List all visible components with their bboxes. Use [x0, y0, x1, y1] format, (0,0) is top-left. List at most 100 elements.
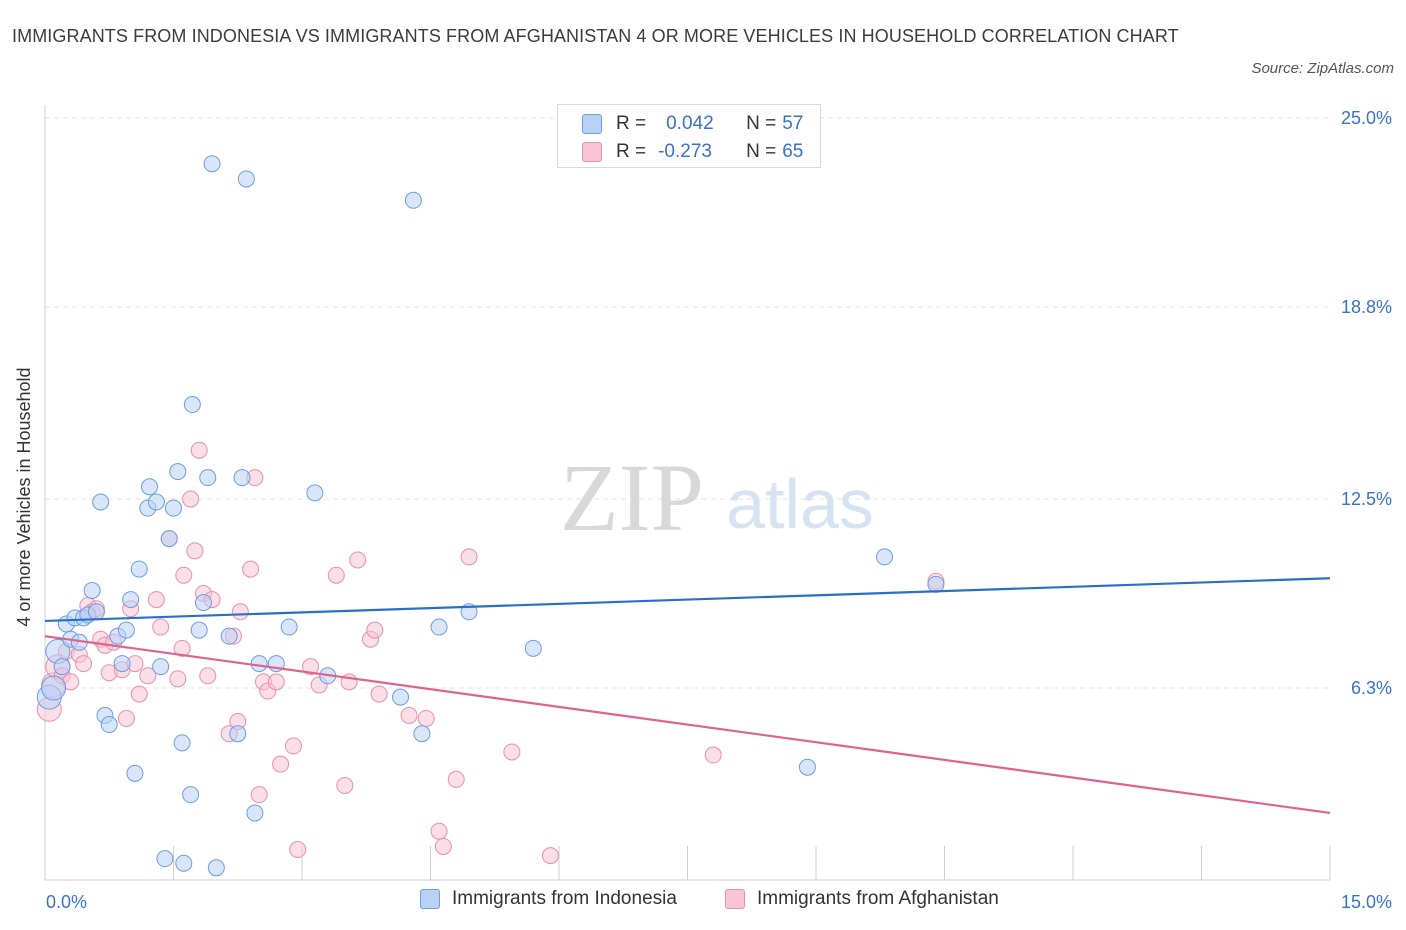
y-axis-label: 4 or more Vehicles in Household	[14, 367, 34, 627]
indonesia-point-24	[152, 658, 170, 676]
indonesia-r-value: 0.042	[666, 113, 714, 134]
afghanistan-point-53	[366, 621, 384, 639]
indonesia-legend-label: Immigrants from Indonesia	[452, 888, 677, 909]
indonesia-swatch	[582, 114, 602, 134]
correlation-legend: R = 0.042 N = 57 R = -0.273 N = 65	[557, 104, 821, 168]
indonesia-point-45	[280, 618, 298, 636]
afghanistan-point-25	[173, 639, 191, 657]
afghanistan-point-37	[242, 560, 260, 578]
indonesia-point-12	[92, 493, 110, 511]
afghanistan-point-26	[175, 566, 193, 584]
afghanistan-point-43	[272, 755, 290, 773]
afghanistan-point-39	[250, 786, 268, 804]
indonesia-point-55	[876, 548, 894, 566]
axes	[44, 105, 1331, 881]
indonesia-point-17	[117, 621, 135, 639]
indonesia-point-54	[798, 758, 816, 776]
indonesia-legend-swatch	[420, 889, 440, 909]
x-tick-label-min: 0.0%	[46, 892, 87, 912]
afghanistan-trendline	[44, 635, 1331, 815]
watermark-zip: ZIP	[560, 444, 704, 551]
indonesia-point-35	[199, 469, 217, 487]
y-tick-label-1: 12.5%	[1341, 489, 1392, 509]
trend-lines	[44, 577, 1331, 815]
indonesia-trendline	[44, 577, 1331, 623]
afghanistan-point-49	[336, 777, 354, 795]
afghanistan-point-31	[199, 667, 217, 685]
grid-lines	[45, 117, 1330, 689]
afghanistan-point-44	[284, 737, 302, 755]
afghanistan-point-21	[147, 591, 165, 609]
indonesia-point-3	[53, 658, 71, 676]
afghanistan-point-36	[231, 603, 249, 621]
indonesia-point-1	[41, 675, 67, 701]
indonesia-point-32	[183, 396, 201, 414]
indonesia-point-38	[220, 627, 238, 645]
indonesia-point-18	[122, 591, 140, 609]
indonesia-point-20	[130, 560, 148, 578]
indonesia-point-36	[203, 155, 221, 173]
afghanistan-point-63	[704, 746, 722, 764]
legend-item-indonesia: Immigrants from Indonesia	[420, 888, 677, 910]
indonesia-point-51	[430, 618, 448, 636]
indonesia-point-25	[156, 850, 174, 868]
n-label: N =	[746, 141, 777, 162]
afghanistan-point-27	[182, 490, 200, 508]
indonesia-point-50	[413, 725, 431, 743]
watermark-atlas: atlas	[726, 465, 874, 543]
tick-labels: 6.3% 12.5% 18.8% 25.0% 0.0% 15.0%	[46, 108, 1392, 912]
r-label: R =	[616, 113, 647, 134]
indonesia-point-56	[927, 575, 945, 593]
afghanistan-legend-label: Immigrants from Afghanistan	[757, 888, 999, 909]
afghanistan-point-48	[327, 566, 345, 584]
afghanistan-point-45	[289, 841, 307, 859]
y-tick-label-3: 25.0%	[1341, 108, 1392, 128]
afghanistan-n-value: 65	[782, 141, 804, 162]
afghanistan-point-51	[349, 551, 367, 569]
afghanistan-point-42	[267, 673, 285, 691]
indonesia-point-33	[190, 621, 208, 639]
chart-title: IMMIGRANTS FROM INDONESIA VS IMMIGRANTS …	[12, 26, 1179, 46]
indonesia-n-value: 57	[782, 113, 804, 134]
indonesia-point-29	[173, 734, 191, 752]
y-tick-label-2: 18.8%	[1341, 297, 1392, 317]
afghanistan-point-46	[302, 658, 320, 676]
indonesia-point-34	[194, 594, 212, 612]
x-tick-label-max: 15.0%	[1341, 892, 1392, 912]
indonesia-point-23	[147, 493, 165, 511]
afghanistan-point-57	[430, 822, 448, 840]
indonesia-point-42	[246, 804, 264, 822]
indonesia-point-10	[83, 581, 101, 599]
afghanistan-point-59	[447, 770, 465, 788]
afghanistan-point-24	[169, 670, 187, 688]
source-note: Source: ZipAtlas.com	[1251, 60, 1394, 77]
indonesia-point-48	[392, 688, 410, 706]
n-label: N =	[746, 113, 777, 134]
afghanistan-point-19	[130, 685, 148, 703]
watermark: ZIP atlas	[560, 444, 874, 551]
legend-item-afghanistan: Immigrants from Afghanistan	[725, 888, 999, 910]
indonesia-point-26	[160, 530, 178, 548]
r-label: R =	[616, 141, 647, 162]
afghanistan-point-54	[370, 685, 388, 703]
legend-row-afghanistan: R = -0.273 N = 65	[582, 139, 803, 165]
indonesia-point-27	[165, 499, 182, 517]
afghanistan-point-61	[503, 743, 521, 761]
afghanistan-point-58	[434, 837, 452, 855]
indonesia-point-40	[233, 469, 251, 487]
y-tick-label-0: 6.3%	[1351, 678, 1392, 698]
indonesia-point-14	[100, 716, 118, 734]
indonesia-point-31	[182, 786, 200, 804]
indonesia-point-22	[141, 478, 159, 496]
afghanistan-swatch	[582, 142, 602, 162]
indonesia-point-53	[524, 639, 542, 657]
indonesia-point-11	[87, 603, 105, 621]
indonesia-point-28	[169, 463, 187, 481]
legend-row-indonesia: R = 0.042 N = 57	[582, 111, 803, 137]
afghanistan-point-60	[460, 548, 478, 566]
afghanistan-point-22	[152, 618, 170, 636]
indonesia-point-37	[207, 859, 225, 877]
afghanistan-point-28	[186, 542, 204, 560]
indonesia-point-41	[237, 170, 255, 188]
